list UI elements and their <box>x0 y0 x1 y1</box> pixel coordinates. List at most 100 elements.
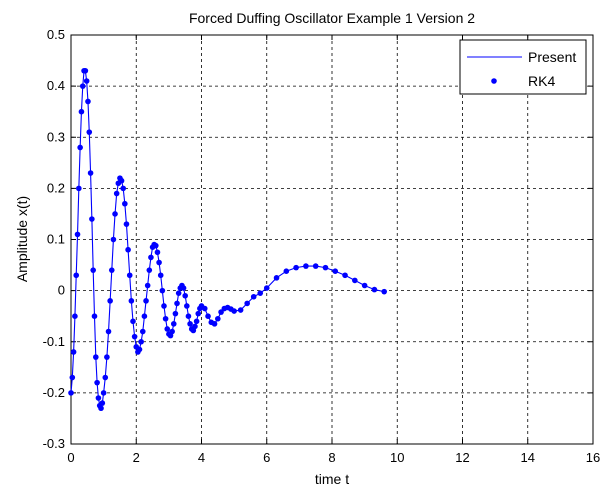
series-rk4-point <box>237 307 244 313</box>
series-rk4-point <box>201 305 208 312</box>
series-rk4-point <box>184 303 190 309</box>
series-rk4-point <box>100 390 107 396</box>
series-rk4-point <box>72 313 78 319</box>
y-tick-label: 0.4 <box>47 78 65 93</box>
x-tick-label: 8 <box>328 450 335 465</box>
series-rk4-point <box>141 313 148 319</box>
series-rk4-point <box>180 285 187 291</box>
series-rk4-point <box>125 246 131 253</box>
series-rk4-point <box>157 272 164 279</box>
series-rk4-point <box>164 326 171 332</box>
series-rk4-point <box>175 290 182 296</box>
y-tick-label: -0.3 <box>43 436 65 451</box>
series-rk4-point <box>110 236 117 243</box>
series-rk4-point <box>143 298 149 304</box>
x-tick-label: 6 <box>263 450 270 465</box>
series-rk4-point <box>94 379 100 386</box>
series-rk4-point <box>77 144 83 151</box>
y-tick-label: -0.2 <box>43 385 65 400</box>
series-rk4-point <box>250 293 257 300</box>
x-tick-label: 12 <box>455 450 469 465</box>
series-rk4-point <box>153 242 159 249</box>
series-rk4-point <box>118 177 125 184</box>
series-rk4-point <box>283 268 290 275</box>
series-rk4-point <box>74 231 81 238</box>
series-rk4-point <box>146 267 153 273</box>
series-rk4-point <box>68 390 74 396</box>
series-rk4-point <box>139 328 146 335</box>
series-rk4-point <box>361 282 368 289</box>
y-tick-label: 0.1 <box>47 232 65 247</box>
series-rk4-point <box>187 321 193 327</box>
series-rk4-point <box>99 400 106 406</box>
series-rk4-point <box>342 272 348 279</box>
series-rk4-point <box>381 288 388 295</box>
series-rk4-point <box>159 287 166 294</box>
series-rk4-point <box>126 272 133 279</box>
series-rk4-point <box>76 185 82 192</box>
series-rk4-point <box>130 318 136 325</box>
series-rk4-point <box>73 272 80 279</box>
series-layer <box>68 67 388 412</box>
series-rk4-point <box>70 349 77 355</box>
x-tick-label: 4 <box>198 450 205 465</box>
series-rk4-point <box>156 259 162 266</box>
series-rk4-point <box>218 309 224 315</box>
series-rk4-point <box>170 321 177 327</box>
series-rk4-point <box>89 216 95 222</box>
series-rk4-point <box>257 290 264 296</box>
legend-rk4-label: RK4 <box>528 73 555 89</box>
series-rk4-point <box>195 310 202 317</box>
series-rk4-point <box>105 328 112 335</box>
y-tick-label: -0.1 <box>43 334 65 349</box>
series-rk4-point <box>182 292 188 299</box>
series-rk4-point <box>131 333 138 340</box>
series-rk4-point <box>293 264 299 271</box>
series-rk4-point <box>244 300 250 307</box>
series-rk4-point <box>138 338 144 345</box>
series-rk4-point <box>211 321 218 327</box>
chart-title: Forced Duffing Oscillator Example 1 Vers… <box>189 10 475 26</box>
y-tick-label: 0.5 <box>47 27 65 42</box>
series-rk4-point <box>91 313 98 319</box>
y-tick-label: 0 <box>58 283 65 298</box>
series-rk4-point <box>93 354 99 360</box>
series-rk4-point <box>144 282 151 289</box>
series-rk4-point <box>82 67 89 74</box>
series-rk4-point <box>123 221 130 227</box>
series-rk4-point <box>172 310 179 317</box>
series-rk4-point <box>263 285 270 291</box>
series-rk4-point <box>90 267 96 273</box>
series-rk4-point <box>104 354 110 360</box>
ticks-layer <box>70 34 594 445</box>
x-tick-label: 0 <box>67 450 74 465</box>
legend: Present RK4 <box>459 39 587 95</box>
series-rk4-point <box>332 268 339 275</box>
series-rk4-point <box>85 98 91 105</box>
series-rk4-point <box>231 308 237 314</box>
series-rk4-point <box>122 200 128 207</box>
series-rk4-point <box>312 263 319 269</box>
series-rk4-point <box>87 170 94 176</box>
series-rk4-point <box>98 405 104 412</box>
y-axis-title: Amplitude x(t) <box>14 196 30 282</box>
series-rk4-point <box>136 346 143 353</box>
series-rk4-point <box>120 185 126 192</box>
series-rk4-point <box>193 318 200 325</box>
x-axis-title: time t <box>315 471 349 487</box>
legend-box <box>459 39 587 95</box>
series-rk4-point <box>161 303 167 309</box>
x-tick-label: 2 <box>133 450 140 465</box>
series-rk4-point <box>169 328 175 335</box>
series-rk4-point <box>86 129 93 135</box>
series-rk4-point <box>128 298 135 304</box>
series-rk4-point <box>69 374 76 381</box>
series-rk4-point <box>102 374 109 381</box>
series-rk4-point <box>83 78 90 84</box>
series-rk4-point <box>108 267 115 273</box>
series-rk4-point <box>148 254 154 261</box>
series-rk4-point <box>113 190 120 197</box>
series-rk4-point <box>192 323 198 330</box>
series-rk4-point <box>162 315 169 322</box>
